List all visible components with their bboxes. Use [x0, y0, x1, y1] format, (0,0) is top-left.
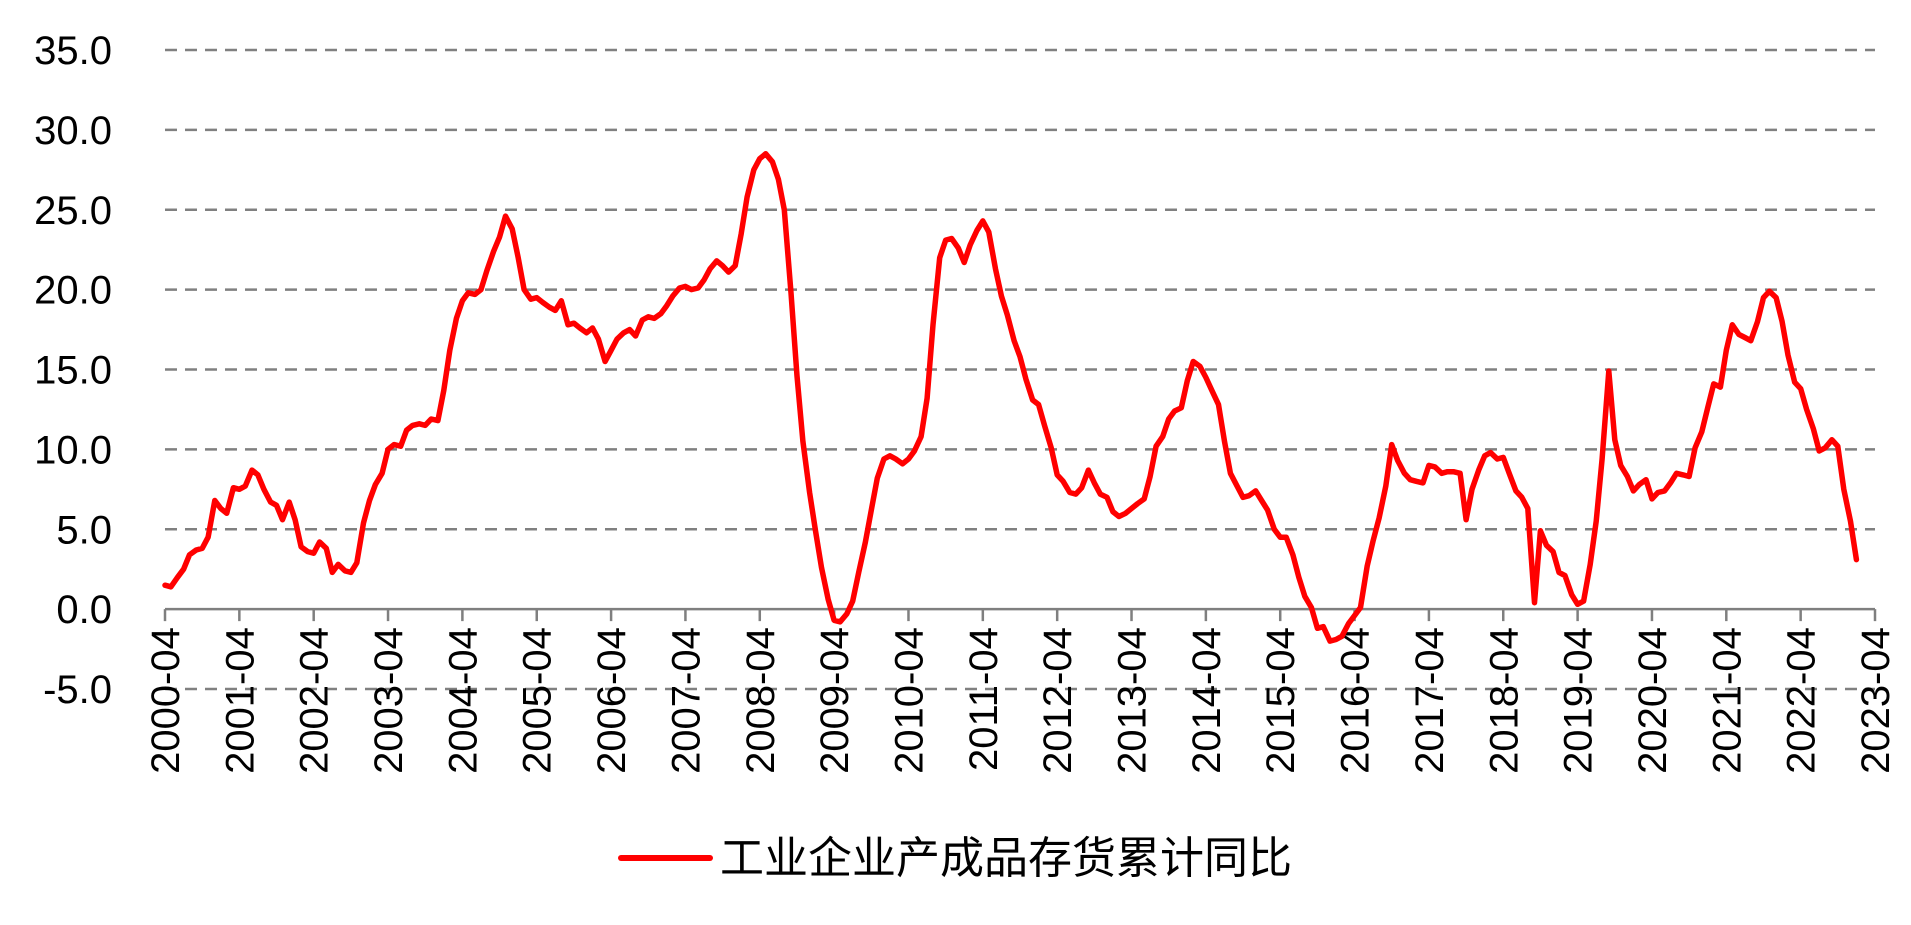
x-tick-label: 2022-04: [1780, 627, 1824, 774]
y-tick-label: 35.0: [34, 29, 112, 73]
y-tick-label: 15.0: [34, 349, 112, 393]
x-tick-label: 2014-04: [1185, 627, 1229, 774]
x-tick-label: 2003-04: [367, 627, 411, 774]
x-tick-label: 2015-04: [1259, 627, 1303, 774]
x-tick-label: 2023-04: [1854, 627, 1898, 774]
legend: 工业企业产成品存货累计同比: [618, 833, 1292, 884]
x-tick-label: 2002-04: [293, 627, 337, 774]
x-tick-label: 2001-04: [218, 627, 262, 774]
x-tick-label: 2013-04: [1111, 627, 1155, 774]
x-tick-label: 2016-04: [1334, 627, 1378, 774]
y-tick-label: 5.0: [56, 508, 112, 552]
x-tick-label: 2010-04: [887, 627, 931, 774]
y-tick-label: 25.0: [34, 189, 112, 233]
gridlines: [165, 48, 1875, 691]
x-axis: 2000-04 2001-04 2002-04 2003-04 2004-04 2005-…: [144, 607, 1898, 774]
y-tick-label: 30.0: [34, 109, 112, 153]
x-tick-label: 2017-04: [1408, 627, 1452, 774]
x-tick-label: 2009-04: [813, 627, 857, 774]
x-tick-label: 2007-04: [664, 627, 708, 774]
legend-label: 工业企业产成品存货累计同比: [720, 833, 1292, 884]
y-tick-label: 10.0: [34, 428, 112, 472]
x-tick-label: 2006-04: [590, 627, 634, 774]
x-tick-label: 2008-04: [739, 627, 783, 774]
series-lines: [162, 151, 1860, 644]
x-tick-label: 2011-04: [962, 627, 1006, 771]
x-tick-label: 2021-04: [1705, 627, 1749, 774]
y-tick-label: 20.0: [34, 269, 112, 313]
x-tick-label: 2004-04: [441, 627, 485, 774]
x-tick-label: 2005-04: [516, 627, 560, 774]
y-axis-ticks: 35.0 30.0 25.0 20.0 15.0 10.0 5.0 0.0 -5.0: [34, 29, 112, 712]
series-line: [162, 151, 1860, 644]
x-tick-label: 2019-04: [1557, 627, 1601, 774]
y-tick-label: 0.0: [56, 588, 112, 632]
x-tick-label: 2018-04: [1482, 627, 1526, 774]
x-tick-label: 2012-04: [1036, 627, 1080, 774]
x-tick-label: 2000-04: [144, 627, 188, 774]
x-tick-label: 2020-04: [1631, 627, 1675, 774]
y-tick-label: -5.0: [43, 668, 112, 712]
